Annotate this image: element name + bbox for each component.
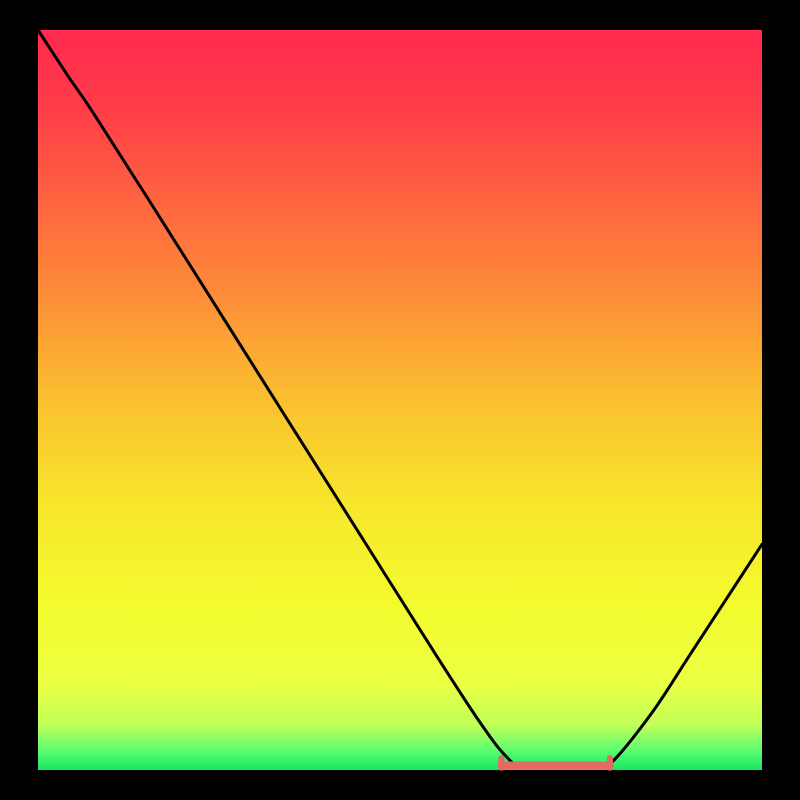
chart-frame: TheBottleneck.com — [0, 0, 800, 800]
bottleneck-curve-chart — [0, 0, 800, 800]
chart-gradient-background — [38, 30, 762, 770]
